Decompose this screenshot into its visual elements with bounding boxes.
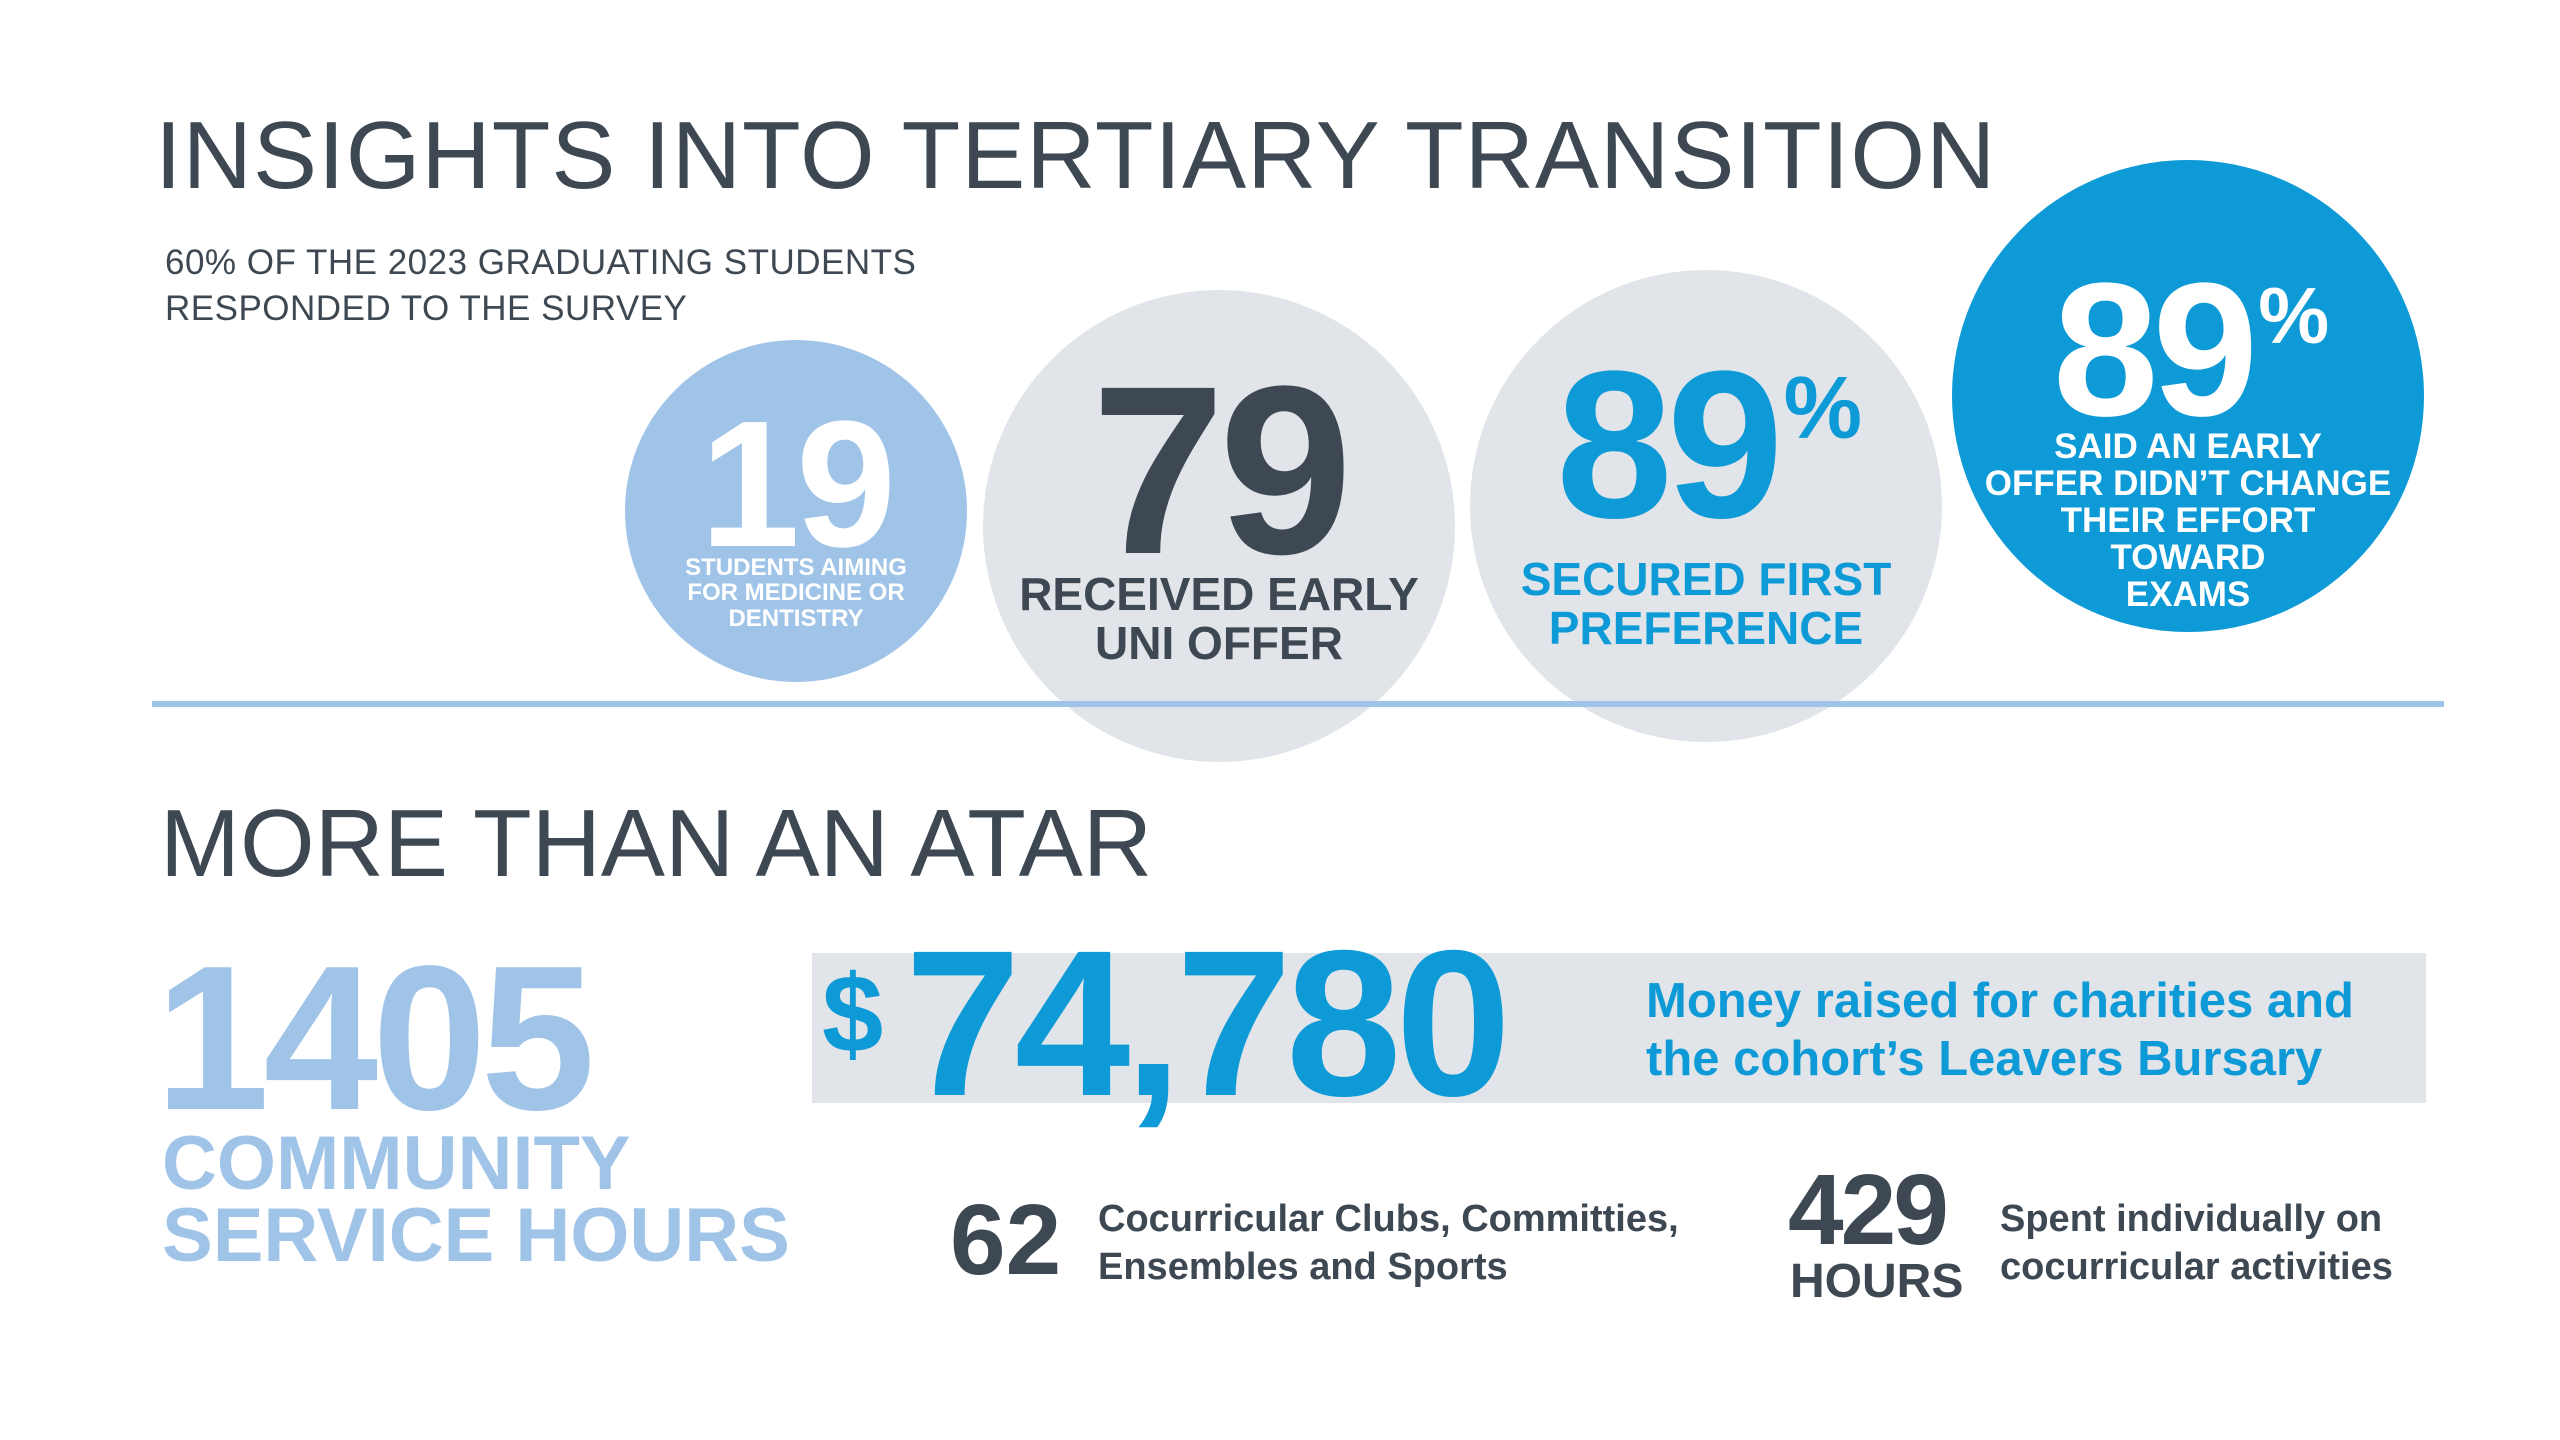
- stat-number: 89: [2052, 244, 2258, 456]
- stat-caption-line: THEIR EFFORT: [2060, 501, 2316, 541]
- stat-caption-line: OFFER DIDN’T CHANGE: [1984, 464, 2392, 504]
- community-hours-label: COMMUNITY SERVICE HOURS: [162, 1121, 790, 1278]
- survey-note-line: RESPONDED TO THE SURVEY: [165, 289, 688, 328]
- section-divider: [152, 701, 2444, 707]
- individual-hours-label: Spent individually on cocurricular activ…: [2000, 1195, 2393, 1291]
- stat-number: 89: [1555, 327, 1784, 562]
- money-raised-label: Money raised for charities and the cohor…: [1646, 972, 2354, 1088]
- stat-number: 19: [699, 384, 896, 585]
- clubs-label-line: Ensembles and Sports: [1098, 1246, 1508, 1288]
- survey-response-note: 60% OF THE 2023 GRADUATING STUDENTS RESP…: [165, 240, 916, 332]
- money-raised-value: 74,780: [905, 908, 1511, 1140]
- money-raised-banner: [812, 953, 2426, 1103]
- stat-circle-early-offer: 79 RECEIVED EARLY UNI OFFER: [983, 290, 1455, 762]
- stat-caption-line: SAID AN EARLY: [2054, 427, 2322, 466]
- stat-caption-line: STUDENTS AIMING: [685, 554, 907, 581]
- stat-caption: RECEIVED EARLY UNI OFFER: [983, 570, 1455, 668]
- survey-note-line: 60% OF THE 2023 GRADUATING STUDENTS: [165, 243, 917, 282]
- clubs-count-value: 62: [950, 1184, 1062, 1296]
- section-title-tertiary-transition: INSIGHTS INTO TERTIARY TRANSITION: [155, 102, 1997, 209]
- hours-label-line: cocurricular activities: [2000, 1246, 2393, 1288]
- community-label-line: SERVICE HOURS: [162, 1193, 790, 1278]
- stat-caption: SAID AN EARLY OFFER DIDN’T CHANGE THEIR …: [1952, 427, 2424, 615]
- stat-caption: SECURED FIRST PREFERENCE: [1470, 555, 1942, 653]
- stat-caption-line: FOR MEDICINE OR: [687, 579, 905, 607]
- stat-caption-line: SECURED FIRST: [1520, 553, 1892, 605]
- stat-caption-line: PREFERENCE: [1548, 601, 1864, 654]
- stat-caption: STUDENTS AIMING FOR MEDICINE OR DENTISTR…: [625, 554, 967, 632]
- stat-circle-first-preference: 89% SECURED FIRST PREFERENCE: [1470, 270, 1942, 742]
- community-hours-value: 1405: [155, 923, 595, 1153]
- percent-sign: %: [2258, 271, 2329, 361]
- stat-circle-effort-unchanged: 89% SAID AN EARLY OFFER DIDN’T CHANGE TH…: [1952, 160, 2424, 632]
- hours-label-line: Spent individually on: [2000, 1198, 2383, 1240]
- community-label-line: COMMUNITY: [162, 1121, 631, 1206]
- money-label-line: the cohort’s Leavers Bursary: [1646, 1032, 2323, 1086]
- stat-caption-line: TOWARD: [2110, 538, 2266, 578]
- stat-caption-line: RECEIVED EARLY: [1019, 568, 1419, 620]
- stat-value: 19: [625, 395, 967, 575]
- clubs-count-label: Cocurricular Clubs, Committies, Ensemble…: [1098, 1195, 1679, 1291]
- stat-caption-line: UNI OFFER: [1095, 616, 1343, 669]
- stat-value: 79: [983, 350, 1455, 590]
- currency-symbol: $: [822, 953, 884, 1076]
- section-title-more-than-atar: MORE THAN AN ATAR: [160, 790, 1153, 897]
- clubs-label-line: Cocurricular Clubs, Committies,: [1098, 1198, 1679, 1240]
- percent-sign: %: [1783, 357, 1862, 457]
- individual-hours-unit: HOURS: [1790, 1255, 1964, 1308]
- stat-value: 89%: [1952, 255, 2424, 445]
- stat-number: 79: [1091, 336, 1353, 604]
- money-label-line: Money raised for charities and: [1646, 974, 2354, 1028]
- stat-caption-line: DENTISTRY: [728, 604, 864, 632]
- individual-hours-value: 429: [1788, 1154, 1949, 1266]
- stat-circle-medicine-dentistry: 19 STUDENTS AIMING FOR MEDICINE OR DENTI…: [625, 340, 967, 682]
- stat-caption-line: EXAMS: [2125, 575, 2251, 615]
- stat-value: 89%: [1470, 340, 1942, 550]
